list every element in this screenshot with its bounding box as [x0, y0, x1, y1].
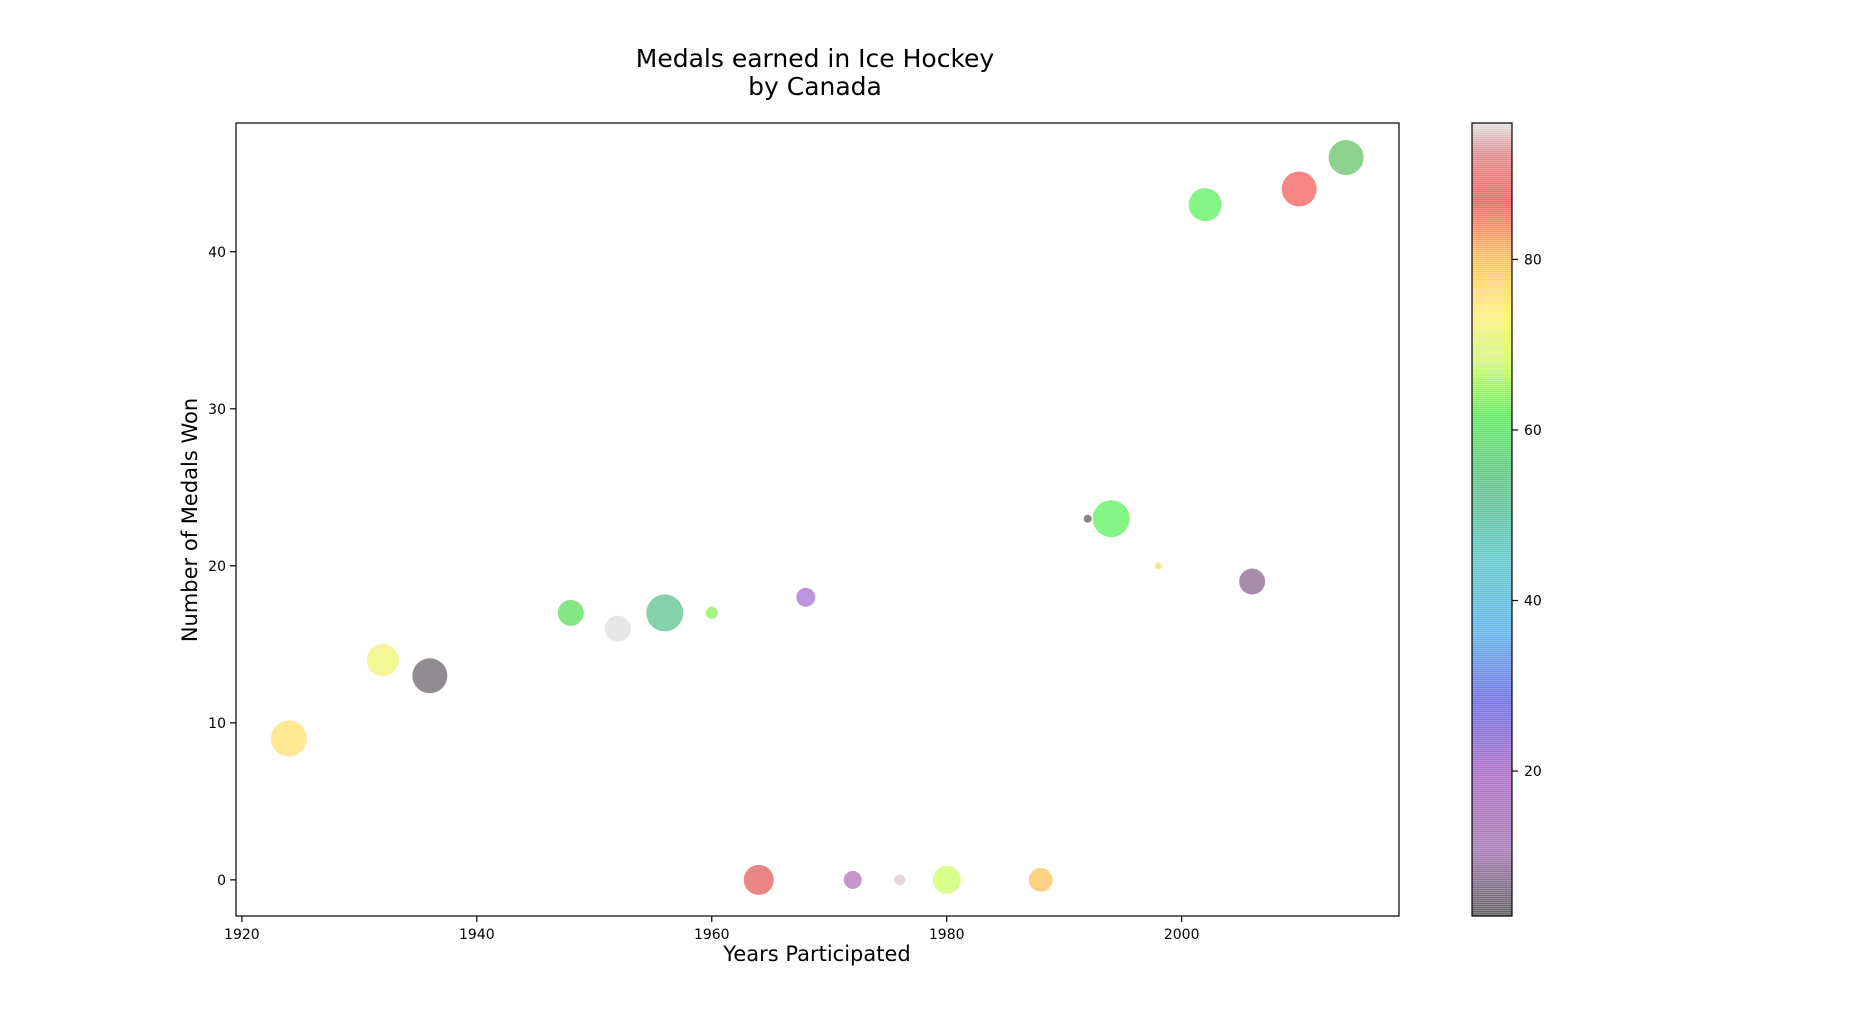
data-point [843, 870, 862, 889]
data-point [1239, 568, 1266, 595]
plot-area [235, 122, 1400, 917]
data-point [743, 864, 774, 895]
data-point [1028, 867, 1053, 892]
y-tick-label: 20 [208, 559, 226, 575]
x-tick-label: 1980 [929, 927, 965, 943]
data-point [796, 587, 816, 607]
y-tick-label: 40 [208, 245, 226, 261]
y-tick-label: 30 [208, 402, 226, 418]
data-point [557, 599, 584, 626]
data-point [270, 720, 307, 757]
y-axis-label: Number of Medals Won [178, 398, 202, 642]
y-tick-label: 10 [208, 716, 226, 732]
x-tick-label: 1940 [459, 927, 495, 943]
y-tick-label: 0 [217, 873, 226, 889]
data-point [1328, 140, 1364, 176]
chart-title-line2: by Canada [748, 72, 882, 101]
data-point [894, 874, 906, 886]
data-point [705, 606, 718, 619]
colorbar-frame [1471, 122, 1513, 917]
colorbar-tick-label: 80 [1524, 252, 1542, 268]
x-tick-label: 2000 [1164, 927, 1200, 943]
x-axis: 1920 1940 1960 1980 2000 [224, 916, 1199, 943]
data-point [1188, 188, 1222, 222]
data-point [646, 594, 684, 632]
x-tick-label: 1920 [224, 927, 260, 943]
colorbar: 20 40 60 80 [1471, 122, 1542, 917]
data-points [270, 140, 1364, 895]
x-tick-label: 1960 [694, 927, 730, 943]
colorbar-tick-label: 40 [1524, 594, 1542, 610]
colorbar-tick-label: 20 [1524, 764, 1542, 780]
colorbar-lines [1472, 123, 1512, 916]
data-point [604, 615, 631, 642]
x-axis-label: Years Participated [722, 942, 910, 966]
colorbar-tick-label: 60 [1524, 423, 1542, 439]
data-point [932, 865, 961, 894]
chart-title-line1: Medals earned in Ice Hockey [636, 44, 995, 73]
data-point [1092, 500, 1130, 538]
y-axis: 0 10 20 30 40 [208, 245, 236, 889]
data-point [1281, 171, 1317, 207]
data-point [366, 644, 399, 677]
colorbar-ticks: 20 40 60 80 [1512, 252, 1542, 780]
data-point [412, 658, 448, 694]
data-point [1154, 562, 1162, 570]
data-point [1083, 514, 1092, 523]
